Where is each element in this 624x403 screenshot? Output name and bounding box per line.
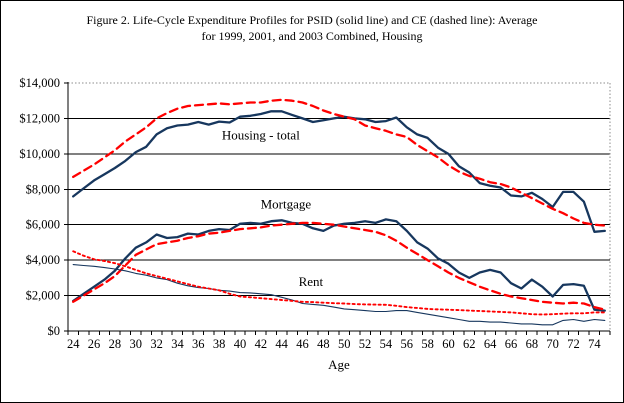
rent-psid-line [72, 264, 606, 326]
x-tick-label: 74 [588, 337, 601, 351]
y-axis-labels: $0 $2,000 $4,000 $6,000 $8,000 $10,000 $12,000… [19, 76, 60, 338]
plot-frame-dotted [68, 82, 611, 331]
y-tick-label: $6,000 [26, 218, 60, 232]
x-tick-label: 62 [463, 337, 476, 351]
annotation-rent: Rent [299, 274, 324, 289]
y-axis-ticks [64, 82, 68, 332]
y-tick-label: $4,000 [26, 253, 60, 267]
x-tick-label: 72 [567, 337, 580, 351]
x-tick-label: 30 [130, 337, 143, 351]
axes [67, 82, 610, 332]
figure-title: Figure 2. Life-Cycle Expenditure Profile… [1, 12, 623, 44]
x-tick-label: 68 [526, 337, 539, 351]
x-tick-label: 32 [150, 337, 163, 351]
annotation-mortgage: Mortgage [261, 196, 312, 211]
x-tick-label: 58 [421, 337, 434, 351]
x-tick-label: 66 [505, 337, 518, 351]
x-tick-label: 54 [380, 337, 393, 351]
housing-total-psid-line [72, 110, 606, 233]
x-tick-label: 34 [171, 337, 184, 351]
x-axis-title: Age [328, 357, 350, 372]
x-tick-label: 24 [67, 337, 80, 351]
x-tick-label: 26 [88, 337, 101, 351]
x-tick-label: 56 [401, 337, 414, 351]
y-tick-label: $0 [48, 324, 61, 338]
x-tick-label: 28 [109, 337, 122, 351]
y-tick-label: $10,000 [19, 147, 60, 161]
mortgage-psid-line [72, 218, 606, 312]
y-tick-label: $14,000 [19, 76, 60, 90]
x-tick-label: 60 [442, 337, 455, 351]
x-tick-label: 52 [359, 337, 372, 351]
x-tick-label: 64 [484, 337, 497, 351]
x-tick-label: 46 [296, 337, 309, 351]
x-tick-label: 70 [546, 337, 559, 351]
series [72, 98, 606, 326]
housing-total-ce-line [72, 98, 606, 227]
x-axis-labels: 24 26 28 30 32 34 36 38 40 42 44 46 48 50 52 54 56 58 60 62… [67, 337, 601, 351]
mortgage-ce-line [72, 221, 606, 311]
x-tick-label: 44 [275, 337, 288, 351]
x-axis-ticks [67, 331, 611, 335]
x-tick-label: 50 [338, 337, 351, 351]
y-tick-label: $2,000 [26, 289, 60, 303]
series-annotations: Housing - total Mortgage Rent [222, 127, 324, 289]
figure-title-line1: Figure 2. Life-Cycle Expenditure Profile… [86, 13, 538, 27]
x-tick-label: 38 [213, 337, 226, 351]
figure-title-line2: for 1999, 2001, and 2003 Combined, Housi… [201, 29, 423, 43]
annotation-housing-total: Housing - total [222, 127, 300, 142]
x-tick-label: 48 [317, 337, 330, 351]
x-tick-label: 40 [234, 337, 247, 351]
x-tick-label: 36 [192, 337, 205, 351]
rent-ce-line [72, 250, 606, 316]
y-gridlines [68, 117, 610, 297]
y-tick-label: $8,000 [26, 182, 60, 196]
x-axis-title-group: Age [328, 357, 350, 372]
x-tick-label: 42 [255, 337, 268, 351]
y-tick-label: $12,000 [19, 111, 60, 125]
